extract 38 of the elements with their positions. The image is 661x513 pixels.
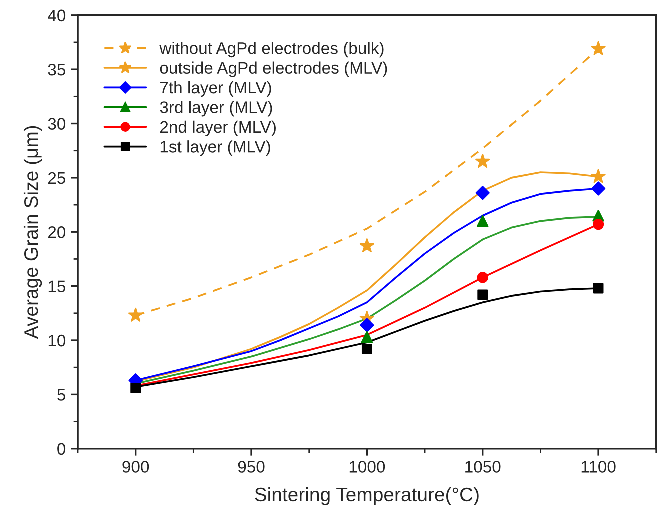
point xyxy=(592,218,604,230)
point xyxy=(360,318,374,332)
y-tick-label: 25 xyxy=(48,172,66,184)
x-axis-title: Sintering Temperature(°C) xyxy=(255,487,479,506)
x-tick-label: 1050 xyxy=(466,461,501,473)
legend-label: 2nd layer (MLV) xyxy=(160,120,276,136)
point xyxy=(593,283,604,294)
y-tick-label: 30 xyxy=(48,118,66,130)
point xyxy=(128,308,144,322)
x-tick-label: 950 xyxy=(238,461,265,473)
legend-label: 7th layer (MLV) xyxy=(160,81,272,97)
point xyxy=(477,272,488,284)
y-tick-label: 0 xyxy=(58,443,66,456)
y-tick-label: 35 xyxy=(48,64,66,76)
point xyxy=(362,344,372,354)
x-tick-label: 900 xyxy=(122,461,150,473)
point xyxy=(476,154,490,168)
point xyxy=(478,290,488,300)
y-tick-label: 5 xyxy=(58,389,66,401)
point xyxy=(476,186,490,200)
point xyxy=(591,169,606,184)
point xyxy=(361,331,374,344)
point xyxy=(591,41,606,56)
y-axis-title: Average Grain Size (μm) xyxy=(24,126,42,340)
x-tick-label: 1000 xyxy=(350,461,386,473)
legend-label: without AgPd electrodes (bulk) xyxy=(160,42,384,58)
point xyxy=(360,238,374,253)
point xyxy=(591,182,606,196)
point xyxy=(476,215,489,228)
legend-label: 3rd layer (MLV) xyxy=(160,101,272,117)
point xyxy=(130,382,142,394)
y-tick-label: 10 xyxy=(48,334,66,347)
y-tick-label: 20 xyxy=(48,226,66,238)
legend-label: 1st layer (MLV) xyxy=(160,140,270,156)
y-tick-label: 15 xyxy=(48,280,66,293)
y-tick-label: 40 xyxy=(48,10,66,22)
legend-label: outside AgPd electrodes (MLV) xyxy=(160,62,388,78)
x-tick-label: 1100 xyxy=(582,461,616,473)
